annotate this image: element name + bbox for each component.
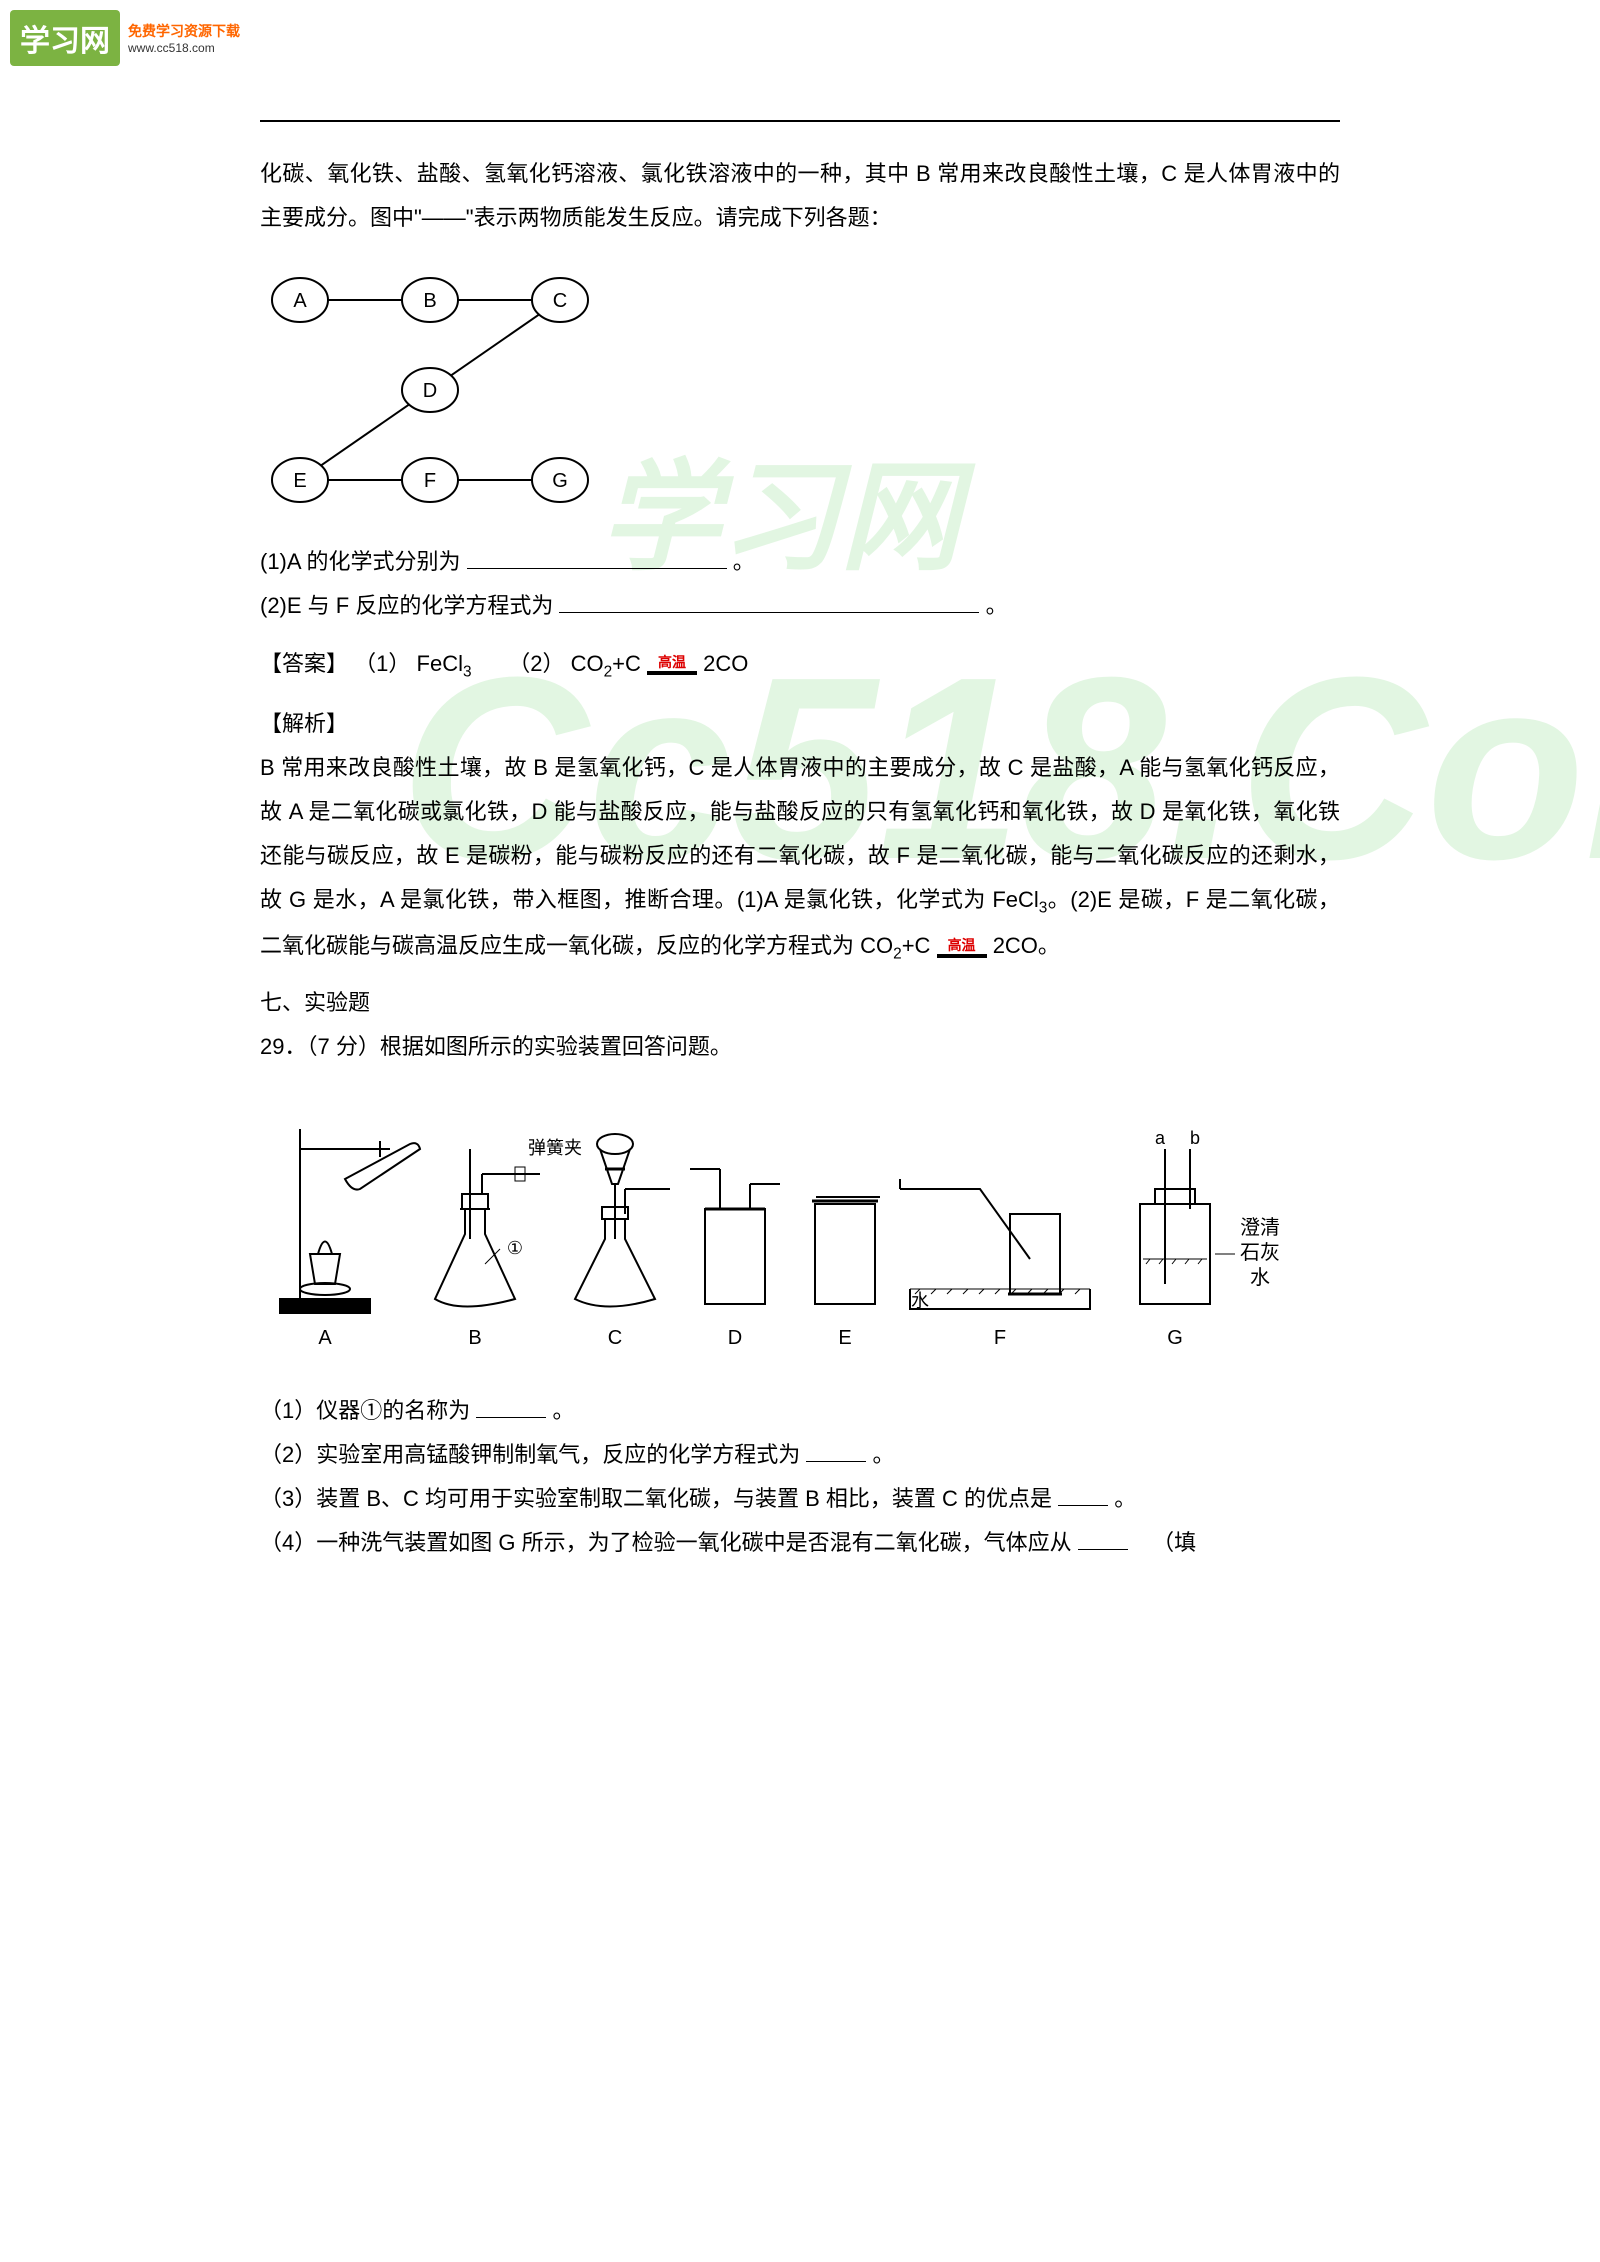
question-1: (1)A 的化学式分别为 。	[260, 540, 1340, 584]
svg-text:a: a	[1155, 1128, 1166, 1148]
sq1-prefix: （1）仪器①的名称为	[260, 1398, 470, 1423]
svg-text:b: b	[1190, 1128, 1200, 1148]
svg-text:D: D	[728, 1327, 742, 1349]
sq4-prefix: （4）一种洗气装置如图 G 所示，为了检验一氧化碳中是否混有二氧化碳，气体应从	[260, 1530, 1072, 1555]
svg-text:C: C	[553, 290, 567, 312]
sq3-blank	[1058, 1505, 1108, 1506]
svg-text:F: F	[994, 1327, 1006, 1349]
svg-text:F: F	[424, 470, 436, 492]
sub-question-4: （4）一种洗气装置如图 G 所示，为了检验一氧化碳中是否混有二氧化碳，气体应从 …	[260, 1521, 1340, 1565]
svg-text:G: G	[552, 470, 568, 492]
logo-badge: 学习网	[10, 10, 120, 66]
sq3-suffix: 。	[1114, 1486, 1136, 1511]
reaction-network-diagram: A B C D E F G	[260, 260, 1340, 520]
svg-text:澄清: 澄清	[1240, 1216, 1280, 1239]
answer-block: 【答案】 （1） FeCl3 （2） CO2+C 高温 2CO	[260, 642, 1340, 688]
svg-text:B: B	[468, 1327, 481, 1349]
analysis-text-4: 2CO。	[993, 933, 1060, 958]
answer-1-label: （1）	[354, 651, 410, 676]
svg-text:A: A	[318, 1327, 332, 1349]
q1-prefix: (1)A 的化学式分别为	[260, 549, 460, 574]
eq-condition: 高温	[647, 655, 697, 675]
eq-condition-line	[647, 671, 697, 675]
svg-text:D: D	[423, 380, 437, 402]
sq4-suffix: （填	[1152, 1530, 1196, 1555]
analysis-eq-condition: 高温	[937, 938, 987, 958]
sq2-suffix: 。	[873, 1442, 895, 1467]
question-29: 29．（7 分）根据如图所示的实验装置回答问题。	[260, 1025, 1340, 1069]
analysis-text-3: +C	[902, 933, 931, 958]
sub-question-2: （2）实验室用高锰酸钾制制氧气，反应的化学方程式为 。	[260, 1433, 1340, 1477]
answer-label: 【答案】	[260, 651, 348, 676]
eq-condition-text: 高温	[647, 655, 697, 669]
analysis-sub-2: 2	[893, 946, 902, 963]
svg-text:G: G	[1167, 1327, 1183, 1349]
answer-1-value: FeCl	[417, 651, 463, 676]
analysis-eq-condition-line	[937, 954, 987, 958]
svg-text:E: E	[838, 1327, 851, 1349]
svg-text:A: A	[293, 290, 307, 312]
analysis-label: 【解析】	[260, 702, 1340, 746]
q1-suffix: 。	[733, 549, 755, 574]
svg-text:C: C	[608, 1327, 622, 1349]
sq1-blank	[476, 1417, 546, 1418]
svg-text:水: 水	[911, 1291, 929, 1311]
sq2-prefix: （2）实验室用高锰酸钾制制氧气，反应的化学方程式为	[260, 1442, 800, 1467]
answer-1-sub: 3	[463, 663, 472, 680]
svg-text:E: E	[293, 470, 306, 492]
question-2: (2)E 与 F 反应的化学方程式为 。	[260, 584, 1340, 628]
svg-text:B: B	[423, 290, 436, 312]
sq3-prefix: （3）装置 B、C 均可用于实验室制取二氧化碳，与装置 B 相比，装置 C 的优…	[260, 1486, 1052, 1511]
analysis-eq-condition-text: 高温	[937, 938, 987, 952]
svg-text:石灰: 石灰	[1240, 1241, 1280, 1264]
sub-question-1: （1）仪器①的名称为 。	[260, 1389, 1340, 1433]
section-7-title: 七、实验题	[260, 981, 1340, 1025]
analysis-body: B 常用来改良酸性土壤，故 B 是氢氧化钙，C 是人体胃液中的主要成分，故 C …	[260, 746, 1340, 970]
q1-blank	[467, 568, 727, 569]
sq2-blank	[806, 1461, 866, 1462]
sub-question-3: （3）装置 B、C 均可用于实验室制取二氧化碳，与装置 B 相比，装置 C 的优…	[260, 1477, 1340, 1521]
apparatus-diagram: A弹簧夹①BCDE水FabG澄清石灰水	[260, 1089, 1340, 1369]
eq-rhs: 2CO	[703, 651, 748, 676]
svg-text:①: ①	[507, 1238, 523, 1258]
sq1-suffix: 。	[553, 1398, 575, 1423]
eq-plus: +C	[612, 651, 641, 676]
answer-2-label: （2）	[508, 651, 564, 676]
q2-blank	[559, 612, 979, 613]
q2-suffix: 。	[986, 593, 1008, 618]
eq-lhs: CO	[571, 651, 604, 676]
svg-text:水: 水	[1250, 1266, 1270, 1289]
intro-paragraph: 化碳、氧化铁、盐酸、氢氧化钙溶液、氯化铁溶液中的一种，其中 B 常用来改良酸性土…	[260, 152, 1340, 240]
q2-prefix: (2)E 与 F 反应的化学方程式为	[260, 593, 553, 618]
svg-text:弹簧夹: 弹簧夹	[528, 1138, 582, 1158]
sq4-blank	[1078, 1549, 1128, 1550]
eq-lhs-sub: 2	[604, 663, 613, 680]
